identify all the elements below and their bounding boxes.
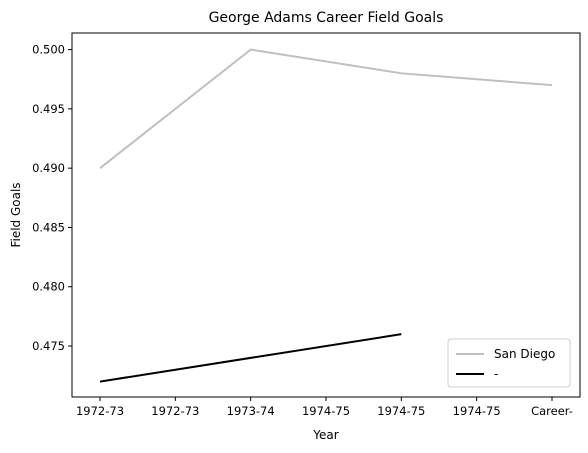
x-tick-label: 1974-75 (302, 404, 350, 418)
x-tick-label: 1974-75 (453, 404, 501, 418)
y-tick-label: 0.500 (32, 43, 65, 57)
y-axis-ticks: 0.475 0.480 0.485 0.490 0.495 0.500 (32, 43, 72, 353)
x-tick-label: 1973-74 (227, 404, 275, 418)
x-axis-ticks: 1972-73 1972-73 1973-74 1974-75 1974-75 1974-… (76, 397, 573, 418)
x-tick-label: 1972-73 (151, 404, 199, 418)
series-line-1 (99, 333, 402, 383)
x-tick-label: Career- (531, 404, 573, 418)
x-tick-label: 1972-73 (76, 404, 124, 418)
series-layer (99, 48, 553, 383)
legend-label: - (494, 367, 498, 381)
x-axis-label: Year (312, 428, 338, 442)
y-tick-label: 0.495 (32, 102, 65, 116)
chart-title: George Adams Career Field Goals (209, 10, 444, 26)
y-tick-label: 0.490 (32, 161, 65, 175)
x-tick-label: 1974-75 (377, 404, 425, 418)
y-tick-label: 0.475 (32, 339, 65, 353)
series-line-0 (99, 48, 553, 169)
y-tick-label: 0.485 (32, 220, 65, 234)
legend: San Diego - (447, 338, 571, 388)
legend-label: San Diego (494, 347, 555, 361)
y-axis-label: Field Goals (9, 182, 23, 247)
y-tick-label: 0.480 (32, 280, 65, 294)
